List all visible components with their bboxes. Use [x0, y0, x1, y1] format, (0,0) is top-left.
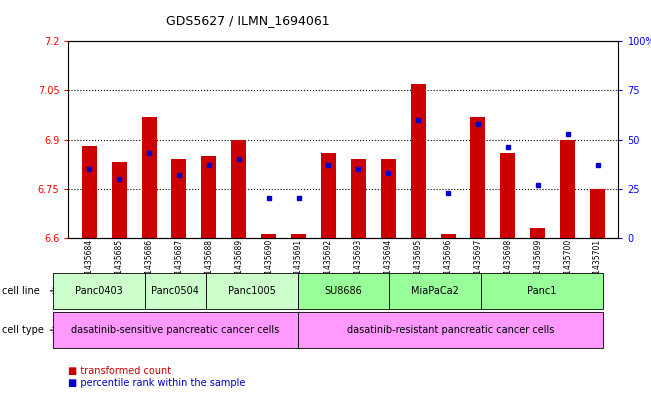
Text: ■ transformed count: ■ transformed count	[68, 366, 171, 376]
Text: Panc0403: Panc0403	[75, 286, 123, 296]
Text: MiaPaCa2: MiaPaCa2	[411, 286, 459, 296]
Bar	[411, 84, 426, 238]
Text: SU8686: SU8686	[325, 286, 362, 296]
Bar	[441, 235, 456, 238]
Bar	[531, 228, 545, 238]
Text: GDS5627 / ILMN_1694061: GDS5627 / ILMN_1694061	[165, 14, 329, 27]
Bar	[82, 146, 97, 238]
Bar	[261, 235, 276, 238]
Bar	[231, 140, 246, 238]
Bar	[381, 159, 396, 238]
Text: cell type: cell type	[2, 325, 44, 335]
Bar	[112, 162, 127, 238]
Bar	[590, 189, 605, 238]
Bar	[501, 152, 516, 238]
Text: Panc0504: Panc0504	[152, 286, 199, 296]
Text: dasatinib-resistant pancreatic cancer cells: dasatinib-resistant pancreatic cancer ce…	[347, 325, 554, 335]
Text: Panc1005: Panc1005	[228, 286, 275, 296]
Bar	[471, 117, 486, 238]
Bar	[351, 159, 366, 238]
Bar	[560, 140, 575, 238]
Text: cell line: cell line	[2, 286, 40, 296]
Text: Panc1: Panc1	[527, 286, 557, 296]
Bar	[201, 156, 216, 238]
Bar	[171, 159, 186, 238]
Bar	[321, 152, 336, 238]
Bar	[142, 117, 156, 238]
Text: dasatinib-sensitive pancreatic cancer cells: dasatinib-sensitive pancreatic cancer ce…	[71, 325, 279, 335]
Bar	[291, 235, 306, 238]
Text: ■ percentile rank within the sample: ■ percentile rank within the sample	[68, 378, 245, 388]
